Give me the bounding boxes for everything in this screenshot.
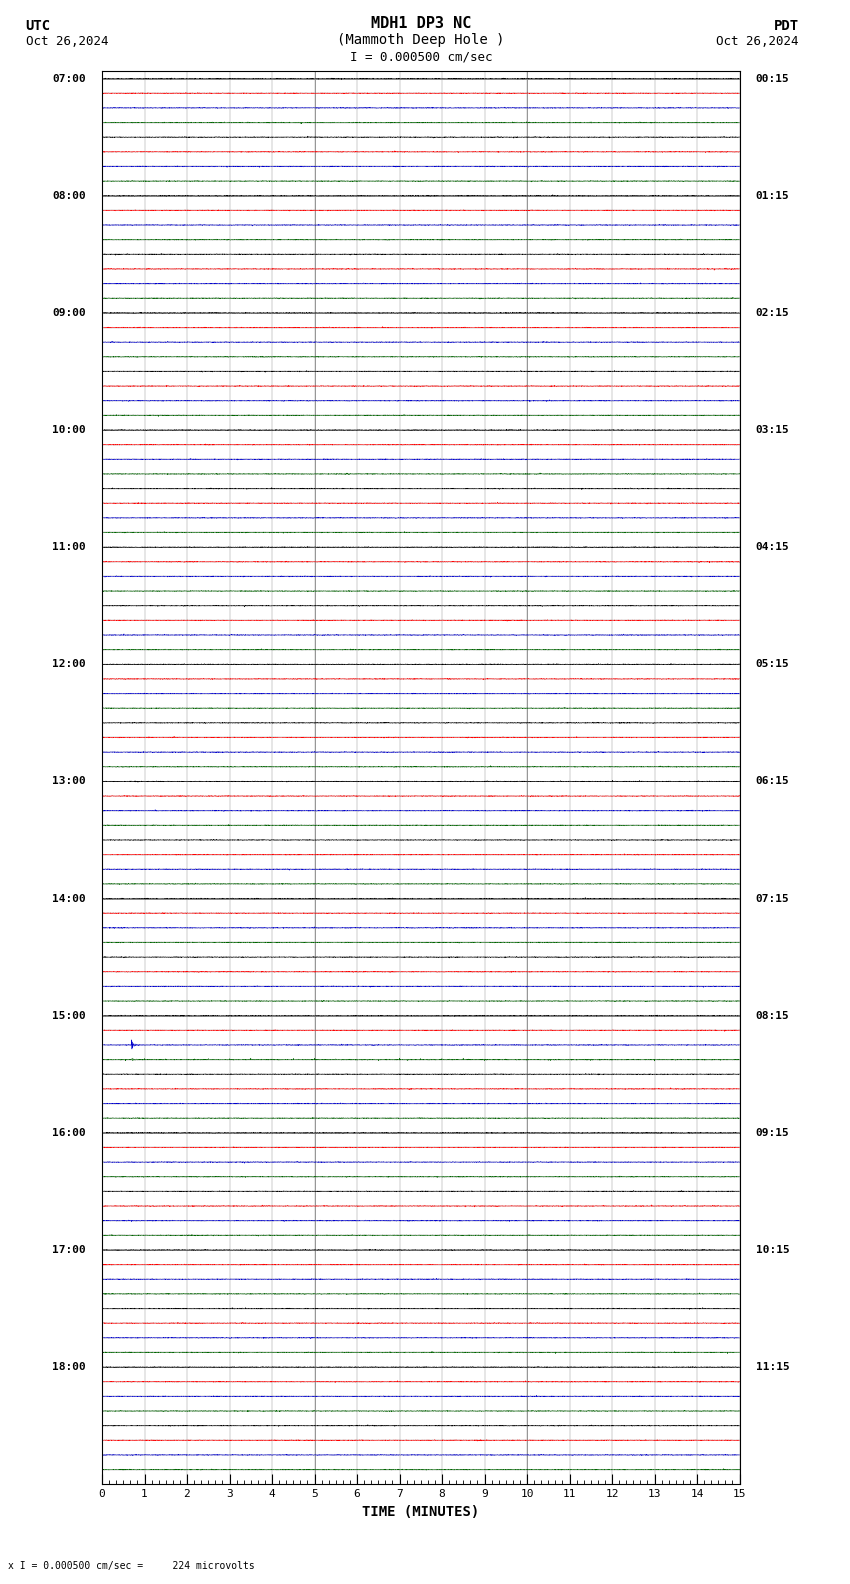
Text: I = 0.000500 cm/sec: I = 0.000500 cm/sec [349,51,492,63]
Text: Oct 26,2024: Oct 26,2024 [26,35,108,48]
Text: UTC: UTC [26,19,51,33]
Text: 09:00: 09:00 [52,307,86,318]
Text: 17:00: 17:00 [52,1245,86,1255]
Text: MDH1 DP3 NC: MDH1 DP3 NC [371,16,471,30]
X-axis label: TIME (MINUTES): TIME (MINUTES) [362,1505,479,1519]
Text: 12:00: 12:00 [52,659,86,670]
Text: (Mammoth Deep Hole ): (Mammoth Deep Hole ) [337,33,505,48]
Text: 18:00: 18:00 [52,1362,86,1372]
Text: 03:15: 03:15 [756,425,790,436]
Text: 16:00: 16:00 [52,1128,86,1137]
Text: 06:15: 06:15 [756,776,790,786]
Text: 05:15: 05:15 [756,659,790,670]
Text: 15:00: 15:00 [52,1011,86,1020]
Text: 14:00: 14:00 [52,893,86,903]
Text: 04:15: 04:15 [756,542,790,553]
Text: 09:15: 09:15 [756,1128,790,1137]
Text: 11:15: 11:15 [756,1362,790,1372]
Text: 07:15: 07:15 [756,893,790,903]
Text: 00:15: 00:15 [756,73,790,84]
Text: x I = 0.000500 cm/sec =     224 microvolts: x I = 0.000500 cm/sec = 224 microvolts [8,1562,255,1571]
Text: 13:00: 13:00 [52,776,86,786]
Text: 02:15: 02:15 [756,307,790,318]
Text: 11:00: 11:00 [52,542,86,553]
Text: PDT: PDT [774,19,799,33]
Text: 08:15: 08:15 [756,1011,790,1020]
Text: 01:15: 01:15 [756,190,790,201]
Text: 07:00: 07:00 [52,73,86,84]
Text: Oct 26,2024: Oct 26,2024 [717,35,799,48]
Text: 10:15: 10:15 [756,1245,790,1255]
Text: 08:00: 08:00 [52,190,86,201]
Text: 10:00: 10:00 [52,425,86,436]
